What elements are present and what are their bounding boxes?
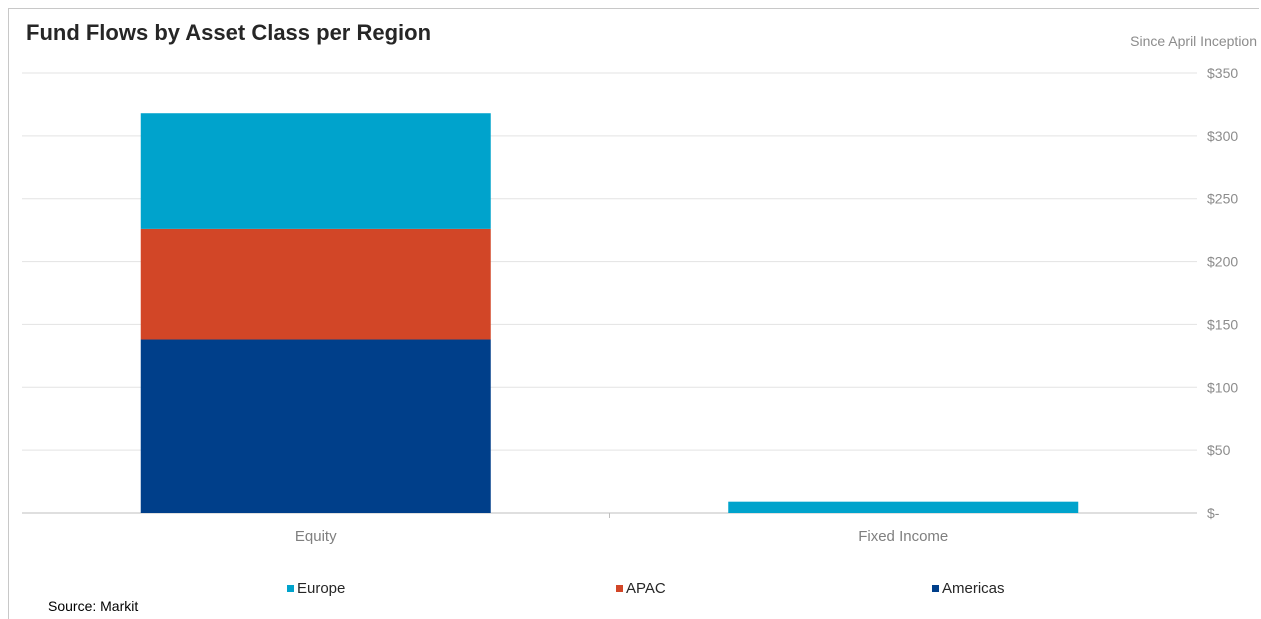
y-tick-label: $300	[1207, 128, 1238, 144]
legend-swatch	[932, 585, 939, 592]
y-tick-label: $-	[1207, 505, 1220, 521]
chart-title: Fund Flows by Asset Class per Region	[26, 20, 432, 45]
chart-legend: Europe APAC Americas	[0, 580, 1261, 600]
legend-item-americas: Americas	[932, 580, 1005, 597]
legend-label: APAC	[626, 580, 666, 597]
source-note: Source: Markit	[48, 598, 139, 614]
legend-item-europe: Europe	[287, 580, 345, 597]
y-tick-label: $50	[1207, 442, 1231, 458]
chart-subtitle: Since April Inception	[1130, 33, 1257, 49]
y-tick-label: $200	[1207, 254, 1238, 270]
bar-europe-fixed-income	[728, 501, 1079, 513]
bar-apac-equity	[140, 228, 491, 340]
legend-swatch	[287, 585, 294, 592]
legend-label: Americas	[942, 580, 1005, 597]
legend-item-apac: APAC	[616, 580, 666, 597]
x-tick-label: Equity	[295, 528, 337, 545]
bar-europe-equity	[140, 113, 491, 229]
legend-label: Europe	[297, 580, 346, 597]
y-tick-label: $350	[1207, 65, 1238, 81]
x-tick-label: Fixed Income	[858, 528, 948, 545]
y-tick-label: $250	[1207, 191, 1238, 207]
y-tick-label: $100	[1207, 379, 1238, 395]
bar-americas-equity	[140, 339, 491, 513]
legend-swatch	[616, 585, 623, 592]
y-tick-label: $150	[1207, 316, 1238, 332]
